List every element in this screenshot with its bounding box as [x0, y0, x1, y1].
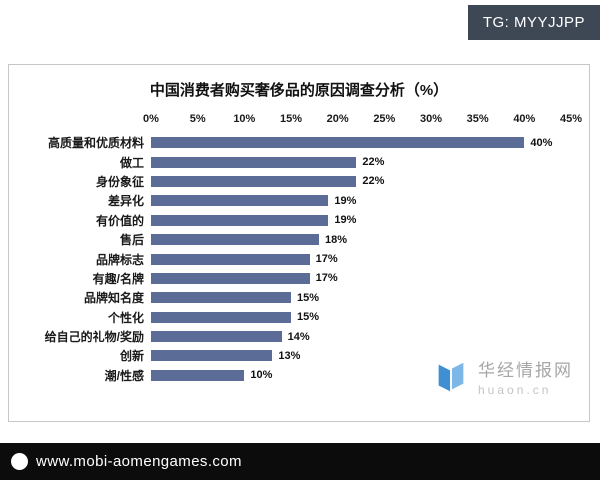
bar-row: 有价值的 19% — [13, 211, 571, 230]
category-label: 售后 — [119, 233, 144, 248]
bar — [151, 331, 282, 343]
x-axis-tick: 15% — [279, 113, 302, 125]
value-label: 15% — [296, 291, 320, 304]
bullet-icon — [11, 453, 28, 470]
bar-chart: 0% 5% 10% 15% 20% 25% 30% 35% 40% 45% 高质量和优质材料 40%… — [13, 111, 582, 385]
watermark: 华经情报网 huaon.cn — [428, 354, 577, 399]
x-axis-tick: 45% — [559, 113, 583, 125]
value-label: 17% — [315, 253, 338, 266]
category-label: 给自己的礼物/奖励 — [44, 330, 144, 345]
bar-row: 创新 13% — [13, 346, 571, 365]
bar — [151, 292, 291, 304]
bar — [151, 234, 319, 246]
footer-url: www.mobi-aomengames.com — [36, 453, 242, 470]
bar-row: 潮/性感 10% — [13, 366, 571, 385]
footer-bar: www.mobi-aomengames.com — [0, 443, 600, 480]
x-axis-tick: 20% — [326, 113, 349, 125]
bar-track: 40% — [151, 136, 571, 149]
value-label: 18% — [325, 233, 348, 246]
bar-row: 做工 22% — [13, 152, 571, 171]
bar-track: 15% — [151, 291, 571, 304]
watermark-text: 华经情报网 huaon.cn — [478, 356, 573, 397]
watermark-domain: huaon.cn — [478, 383, 552, 397]
bar-track: 19% — [151, 214, 571, 227]
bar — [151, 253, 310, 265]
x-axis-tick: 5% — [189, 113, 206, 125]
bar-track: 17% — [151, 272, 571, 285]
value-label: 13% — [278, 349, 301, 362]
category-label: 差异化 — [107, 194, 144, 209]
x-axis: 0% 5% 10% 15% 20% 25% 30% 35% 40% 45% — [143, 111, 582, 133]
bar-track: 22% — [151, 175, 571, 188]
bar-track: 14% — [151, 330, 571, 343]
category-label: 身份象征 — [95, 174, 144, 189]
bar-row: 有趣/名牌 17% — [13, 269, 571, 288]
watermark-name: 华经情报网 — [478, 361, 573, 380]
bar-track: 18% — [151, 233, 571, 246]
chart-panel: 中国消费者购买奢侈品的原因调查分析（%） 0% 5% 10% 15% 20% 25% 30%… — [8, 64, 590, 422]
tg-badge: TG: MYYJJPP — [467, 5, 600, 40]
value-label: 40% — [530, 136, 553, 149]
bar — [151, 195, 329, 207]
bar — [151, 272, 310, 284]
bar — [151, 311, 291, 323]
x-axis-tick: 35% — [466, 113, 489, 125]
bar — [151, 350, 273, 362]
bar — [151, 156, 357, 168]
bar-track: 13% — [151, 349, 571, 362]
category-label: 创新 — [119, 349, 144, 364]
value-label: 22% — [362, 175, 385, 188]
bar-track: 15% — [151, 311, 571, 324]
bar-track: 19% — [151, 194, 571, 207]
bar-track: 10% — [151, 369, 571, 382]
huaon-logo-icon — [438, 362, 464, 391]
bar-track: 22% — [151, 156, 571, 169]
value-label: 17% — [315, 272, 338, 285]
x-axis-tick: 10% — [233, 113, 256, 125]
bar — [151, 214, 329, 226]
x-axis-tick: 25% — [373, 113, 396, 125]
bar-track: 17% — [151, 253, 571, 266]
bar-row: 个性化 15% — [13, 308, 571, 327]
bar-row: 身份象征 22% — [13, 172, 571, 191]
bar — [151, 175, 357, 187]
category-label: 做工 — [119, 155, 144, 170]
value-label: 14% — [287, 330, 310, 343]
value-label: 22% — [362, 156, 385, 169]
value-label: 19% — [334, 194, 357, 207]
category-label: 有趣/名牌 — [92, 271, 144, 286]
category-label: 有价值的 — [95, 213, 144, 228]
x-axis-tick: 40% — [513, 113, 536, 125]
category-label: 品牌知名度 — [83, 291, 144, 306]
bar — [151, 369, 245, 381]
value-label: 10% — [250, 369, 273, 382]
category-label: 潮/性感 — [104, 368, 144, 383]
chart-title: 中国消费者购买奢侈品的原因调查分析（%） — [149, 82, 449, 99]
bar-row: 售后 18% — [13, 230, 571, 249]
bar-row: 品牌知名度 15% — [13, 288, 571, 307]
x-axis-tick: 30% — [419, 113, 442, 125]
category-label: 个性化 — [107, 310, 144, 325]
bar — [151, 137, 525, 149]
bar-row: 品牌标志 17% — [13, 249, 571, 268]
value-label: 15% — [296, 311, 320, 324]
category-label: 高质量和优质材料 — [47, 136, 144, 151]
x-axis-tick: 0% — [143, 113, 159, 125]
bar-row: 差异化 19% — [13, 191, 571, 210]
bar-row: 给自己的礼物/奖励 14% — [13, 327, 571, 346]
category-label: 品牌标志 — [95, 252, 144, 267]
bar-rows: 高质量和优质材料 40% 做工 22% 身份象征 22% 差异化 19% 有价值的 19% 售后 18… — [13, 133, 571, 385]
bar-row: 高质量和优质材料 40% — [13, 133, 571, 152]
value-label: 19% — [334, 214, 357, 227]
